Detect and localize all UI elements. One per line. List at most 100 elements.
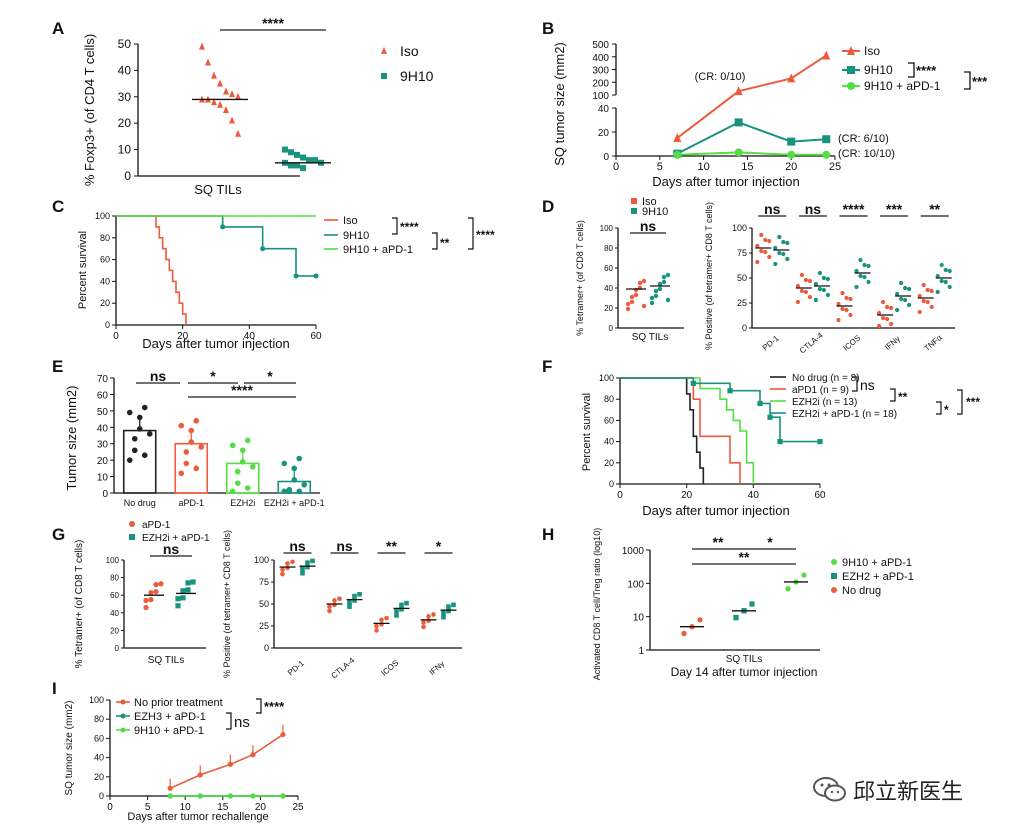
panel-e-point [183, 449, 190, 455]
panel-i-xlabel: Days after tumor rechallenge [127, 811, 268, 823]
panel-h-point [749, 601, 755, 607]
panel-d-tick-label: 75 [737, 248, 747, 258]
panel-g-legend-marker [129, 521, 135, 527]
panel-g-point [290, 559, 295, 565]
panel-b-tick-label: 5 [657, 161, 663, 173]
panel-c-legend-label: 9H10 [343, 230, 369, 242]
panel-h-tick-label: 1 [638, 646, 644, 657]
panel-d-point [899, 280, 904, 286]
panel-d-point [763, 249, 768, 255]
panel-d-point [785, 240, 790, 246]
panel-d-point [657, 286, 663, 292]
panel-a-ylabel: % Foxp3+ (of CD4 T cells) [82, 34, 97, 186]
panel-a-point [223, 87, 229, 95]
panel-d-point [844, 295, 849, 301]
panel-i-tick-label: 0 [99, 791, 104, 801]
panel-f-xlabel: Days after tumor injection [642, 503, 789, 518]
panel-e-tick-label: 40 [97, 423, 109, 434]
panel-e-tick-label: 10 [97, 473, 109, 484]
panel-d-point [929, 288, 934, 294]
panel-d-right-ylabel: % Positive (of tetramer+ CD8 T cells) [704, 202, 714, 350]
panel-g-point [185, 580, 191, 586]
panel-g-point [180, 588, 186, 594]
panel-g-legend-label: aPD-1 [142, 520, 171, 531]
panel-b-point [734, 86, 743, 96]
panel-a-point [223, 106, 229, 113]
panel-i-tick-label: 5 [145, 802, 151, 813]
panel-a-point [211, 98, 217, 106]
panel-e-point [178, 422, 185, 429]
panel-g-point [374, 623, 379, 629]
panel-c-tick-label: 80 [100, 233, 110, 243]
panel-d-point [817, 270, 823, 276]
panel-g-point [451, 602, 456, 608]
panel-i-tick-label: 20 [94, 772, 104, 782]
panel-g-point [332, 598, 337, 603]
panel-b-annotation: (CR: 6/10) [838, 133, 889, 145]
panel-a-point [282, 146, 288, 153]
panel-f-legend-label: aPD1 (n = 9) [792, 385, 849, 396]
panel-a-point [229, 116, 235, 124]
panel-g-point [305, 560, 310, 565]
panel-b-point [787, 73, 796, 83]
panel-letter-B: B [542, 19, 554, 38]
panel-e-point [131, 435, 138, 442]
panel-g-point [399, 602, 404, 608]
panel-h-point [785, 586, 791, 592]
panel-i-legend-label: 9H10 + aPD-1 [134, 725, 204, 737]
panel-d-point [799, 288, 805, 294]
panel-b-point [822, 135, 831, 144]
panel-d-point [777, 250, 782, 256]
panel-h-tick-label: 100 [627, 579, 644, 590]
panel-h-point [801, 572, 807, 578]
panel-f-tick-label: 0 [609, 479, 614, 489]
panel-b-tick-label: 100 [592, 91, 609, 102]
panel-e-category-label: EZH2i [230, 498, 255, 508]
panel-b-point [673, 150, 682, 159]
panel-d-point [881, 299, 886, 305]
panel-d-point [637, 280, 643, 286]
panel-i-tick-label: 60 [94, 733, 104, 743]
panel-g-point [347, 599, 352, 605]
panel-d-point [848, 296, 853, 302]
panel-g-point [285, 565, 290, 571]
panel-e-tick-label: 20 [97, 456, 109, 467]
panel-b-ylabel: SQ tumor size (mm2) [552, 42, 567, 166]
panel-a-tick-label: 40 [118, 63, 132, 77]
panel-c-bracket [432, 232, 438, 250]
panel-e-ylabel: Tumor size (mm2) [64, 386, 79, 491]
panel-d-point [935, 289, 940, 295]
panel-d-point [921, 282, 926, 288]
panel-d-point [881, 315, 886, 321]
panel-b-series-line [676, 54, 827, 139]
panel-letter-E: E [52, 357, 63, 376]
panel-g-right-sig-label: ns [289, 538, 306, 554]
panel-e-point [296, 488, 303, 495]
panel-d-left-ylabel: % Tetramer+ (of CD8 T cells) [575, 220, 585, 336]
panel-g-point [446, 604, 451, 609]
panel-g-point [384, 615, 389, 621]
panel-g-point [337, 596, 342, 602]
panel-b-series-line [677, 151, 827, 156]
panel-a-tick-label: 0 [124, 169, 131, 183]
panel-i-point [167, 785, 173, 791]
panel-e-point [234, 468, 241, 475]
panel-b-point [822, 150, 831, 159]
panel-e-point [136, 414, 143, 421]
panel-b-legend-label: Iso [864, 44, 880, 58]
panel-d-point [625, 301, 631, 307]
panel-i-legend-marker [120, 699, 126, 705]
panel-c-tick-label: 100 [95, 211, 110, 221]
panel-i-point [250, 793, 256, 799]
panel-d-point [661, 274, 667, 280]
panel-d-point [773, 245, 778, 251]
panel-e-sig-label: * [210, 368, 216, 384]
panel-g-tick-label: 0 [264, 643, 269, 653]
panel-d-point [795, 299, 801, 305]
panel-g-point [175, 596, 181, 602]
panel-h-point [697, 617, 703, 623]
panel-d-point [821, 287, 827, 293]
panel-f-legend-label: EZH2i + aPD-1 (n = 18) [792, 409, 897, 420]
panel-a-xlabel: SQ TILs [194, 182, 242, 197]
